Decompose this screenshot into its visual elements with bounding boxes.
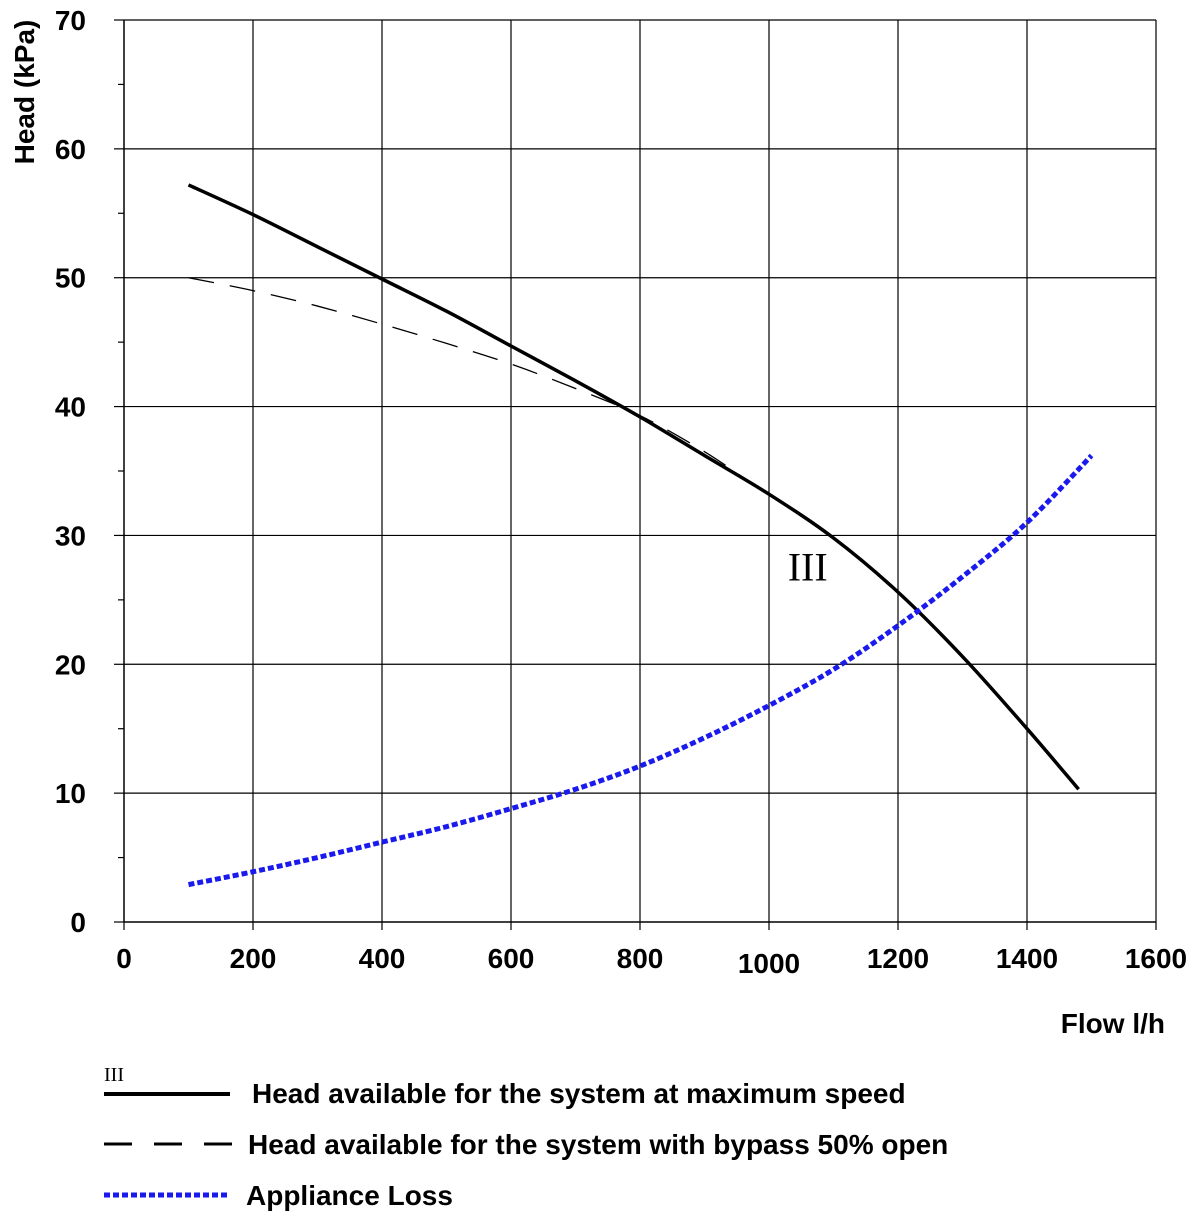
series-bypass-50 <box>188 277 757 488</box>
x-tick-label: 600 <box>488 943 535 974</box>
x-axis-title: Flow l/h <box>1061 1008 1165 1039</box>
y-tick-label: 10 <box>55 778 86 809</box>
x-tick-label: 200 <box>230 943 277 974</box>
x-tick-label: 1400 <box>996 943 1058 974</box>
legend-label-appliance-loss: Appliance Loss <box>246 1180 453 1211</box>
x-tick-label: 400 <box>359 943 406 974</box>
x-tick-label: 1000 <box>738 948 800 979</box>
y-tick-label: 20 <box>55 649 86 680</box>
legend-marker-label: III <box>104 1064 124 1086</box>
legend-label-max-speed: Head available for the system at maximum… <box>252 1078 906 1109</box>
legend-label-bypass: Head available for the system with bypas… <box>248 1129 948 1160</box>
x-tick-label: 1600 <box>1125 943 1187 974</box>
series-appliance-loss <box>188 453 1094 888</box>
y-tick-label: 50 <box>55 263 86 294</box>
y-axis-title: Head (kPa) <box>9 20 40 165</box>
y-tick-label: 0 <box>70 907 86 938</box>
y-tick-label: 60 <box>55 134 86 165</box>
series-max-speed <box>187 183 1080 791</box>
x-tick-label: 1200 <box>867 943 929 974</box>
grid <box>124 19 1157 922</box>
x-tick-labels: 0 200 400 600 800 1000 1200 1400 1600 <box>116 943 1187 979</box>
y-tick-labels: 0 10 20 30 40 50 60 70 <box>55 5 86 938</box>
series-layer <box>187 183 1094 888</box>
y-tick-label: 70 <box>55 5 86 36</box>
curve-label-iii: III <box>788 545 828 590</box>
legend: III Head available for the system at max… <box>104 1064 948 1211</box>
x-tick-label: 0 <box>116 943 132 974</box>
minor-ticks <box>114 19 1157 930</box>
x-tick-label: 800 <box>617 943 664 974</box>
axes <box>123 20 1156 923</box>
y-tick-label: 40 <box>55 392 86 423</box>
y-tick-label: 30 <box>55 520 86 551</box>
